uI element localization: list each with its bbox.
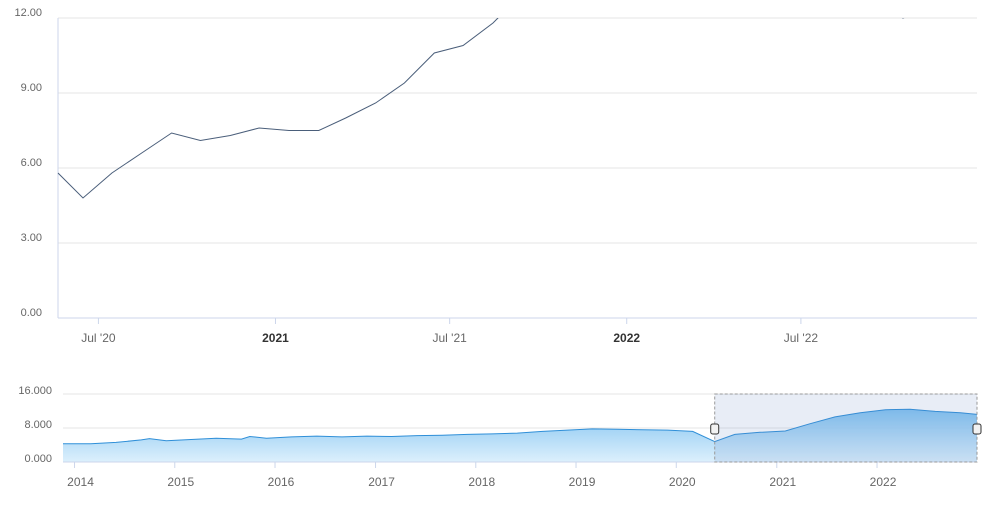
navigator-selection-mask[interactable] [714,393,978,463]
nav-y-tick-label: 16.000 [18,385,52,397]
main-series-line [57,18,905,199]
nav-x-tick-label: 2018 [468,475,495,489]
nav-series-line [63,408,978,445]
nav-x-tick-label: 2021 [769,475,796,489]
navigator-right-handle[interactable] [972,423,982,435]
nav-x-tick-label: 2022 [870,475,897,489]
nav-y-tick-label: 8.000 [24,419,52,431]
nav-x-tick-label: 2014 [67,475,94,489]
nav-x-tick-label: 2016 [268,475,295,489]
main-y-tick-label: 12.00 [14,7,42,19]
main-y-tick-label: 9.00 [21,82,42,94]
main-y-tick-label: 0.00 [21,307,42,319]
nav-x-tick-label: 2015 [167,475,194,489]
main-y-tick-label: 3.00 [21,232,42,244]
main-x-tick-label: Jul '21 [433,331,468,345]
main-x-tick-label: 2021 [262,331,289,345]
main-x-tick-label: 2022 [613,331,640,345]
nav-x-tick-label: 2017 [368,475,395,489]
navigator-left-handle[interactable] [710,423,720,435]
nav-x-tick-label: 2019 [569,475,596,489]
nav-series-area [63,409,977,462]
main-y-tick-label: 6.00 [21,157,42,169]
main-x-tick-label: Jul '20 [81,331,116,345]
main-x-tick-label: Jul '22 [784,331,819,345]
nav-x-tick-label: 2020 [669,475,696,489]
nav-y-tick-label: 0.000 [24,453,52,465]
